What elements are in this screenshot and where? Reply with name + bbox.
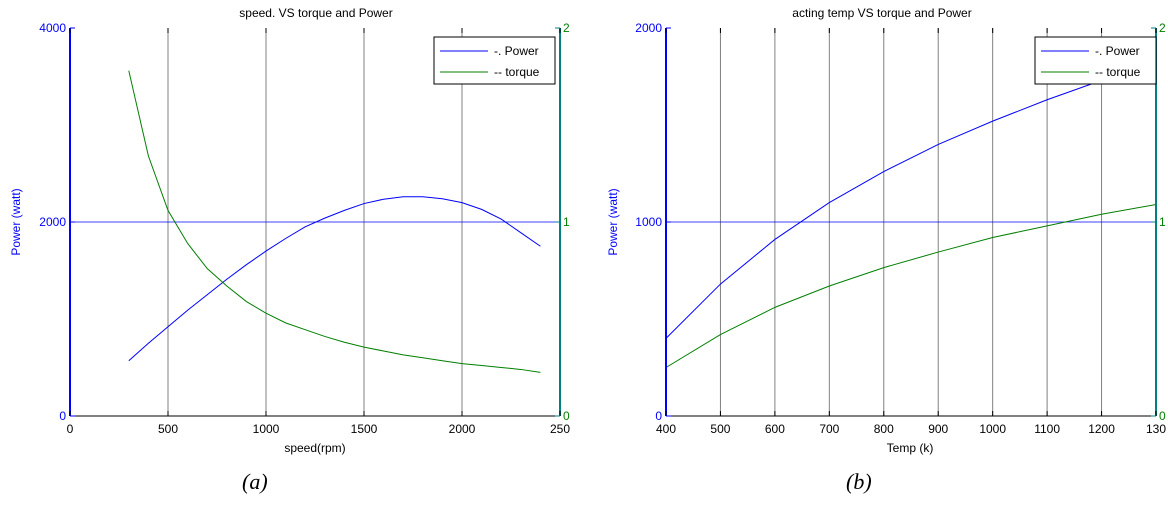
chart-b-y-ticks: 0 1000 2000	[635, 21, 671, 423]
chart-b-x-tick-label: 130	[1146, 422, 1166, 436]
caption-a: (a)	[242, 469, 268, 494]
chart-a-x-tick-label: 500	[158, 422, 178, 436]
chart-b-x-tick-label: 1100	[1034, 422, 1060, 436]
chart-a-y2-ticks: 0 1 2	[555, 21, 570, 423]
chart-a: speed. VS torque and Power 0 500 1000 1500 2…	[9, 6, 570, 494]
chart-a-x-tick-label: 1000	[253, 422, 280, 436]
chart-a-series-torque-line	[128, 70, 541, 373]
chart-a-y2-tick-label: 2	[563, 21, 570, 35]
chart-b-legend: -. Power -- torque	[1034, 36, 1157, 85]
chart-b-x-tick-label: 400	[656, 422, 676, 436]
chart-b-legend-label-power: -. Power	[1095, 44, 1140, 58]
chart-a-x-ticks: 0 500 1000 1500 2000 250	[67, 28, 570, 436]
chart-b: acting temp VS torque and Power 400 500 60…	[606, 6, 1166, 494]
chart-b-y2-tick-label: 2	[1159, 21, 1166, 35]
chart-b-x-tick-label: 700	[819, 422, 839, 436]
chart-b-y2-tick-label: 0	[1159, 409, 1166, 423]
chart-a-y-label: Power (watt)	[9, 188, 23, 255]
chart-b-y2-ticks: 0 1 2	[1151, 21, 1166, 423]
chart-b-y-tick-label: 0	[655, 409, 662, 423]
chart-b-x-ticks: 400 500 600 700 800 900 1000 1100 1200 130	[656, 28, 1166, 436]
chart-a-y2-tick-label: 1	[563, 215, 570, 229]
chart-b-title: acting temp VS torque and Power	[792, 6, 971, 20]
chart-a-series-power-line	[128, 196, 541, 362]
chart-b-series-power-line	[665, 66, 1157, 339]
chart-a-x-label: speed(rpm)	[284, 441, 345, 455]
chart-b-y2-tick-label: 1	[1159, 215, 1166, 229]
chart-a-series	[128, 70, 541, 373]
chart-a-title: speed. VS torque and Power	[239, 6, 392, 20]
chart-b-x-tick-label: 1000	[979, 422, 1006, 436]
chart-a-x-tick-label: 0	[67, 422, 74, 436]
chart-b-grid	[666, 28, 1156, 416]
chart-a-y-tick-label: 4000	[39, 21, 66, 35]
chart-b-legend-label-torque: -- torque	[1095, 65, 1141, 79]
chart-b-x-label: Temp (k)	[887, 441, 934, 455]
chart-b-x-tick-label: 1200	[1088, 422, 1115, 436]
chart-a-legend-box	[433, 36, 556, 85]
caption-b: (b)	[846, 469, 872, 494]
chart-b-series	[665, 66, 1157, 368]
chart-a-legend-label-power: -. Power	[494, 44, 539, 58]
chart-a-x-tick-label: 2000	[449, 422, 476, 436]
chart-a-x-tick-label: 250	[550, 422, 570, 436]
chart-b-y-tick-label: 1000	[635, 215, 662, 229]
chart-b-legend-box	[1034, 36, 1157, 85]
chart-a-y-ticks: 0 2000 4000	[39, 21, 75, 423]
chart-a-grid	[70, 28, 560, 416]
chart-a-legend: -. Power -- torque	[433, 36, 556, 85]
chart-b-x-tick-label: 800	[874, 422, 894, 436]
chart-b-x-tick-label: 500	[710, 422, 730, 436]
chart-a-y-tick-label: 2000	[39, 215, 66, 229]
chart-b-x-tick-label: 600	[765, 422, 785, 436]
chart-a-y-tick-label: 0	[59, 409, 66, 423]
chart-b-series-torque-line	[665, 204, 1157, 368]
chart-a-y2-tick-label: 0	[563, 409, 570, 423]
chart-a-x-tick-label: 1500	[351, 422, 378, 436]
chart-a-legend-label-torque: -- torque	[494, 65, 540, 79]
chart-b-y-tick-label: 2000	[635, 21, 662, 35]
chart-b-x-tick-label: 900	[928, 422, 948, 436]
chart-b-y-label: Power (watt)	[606, 188, 620, 255]
